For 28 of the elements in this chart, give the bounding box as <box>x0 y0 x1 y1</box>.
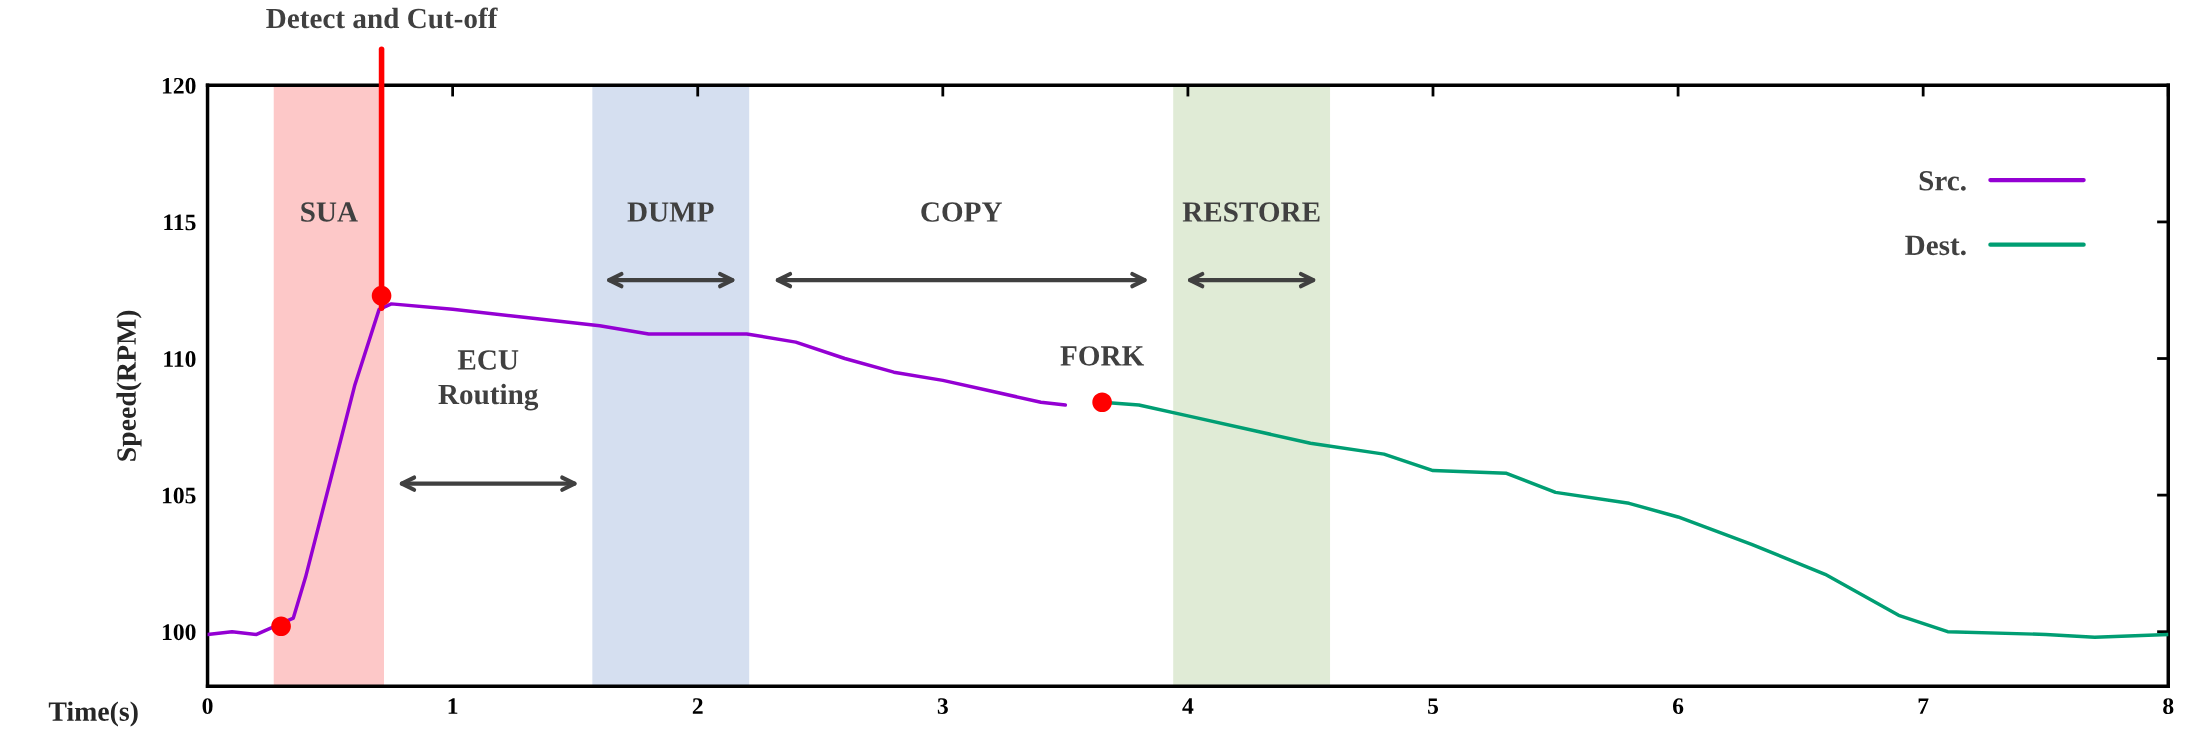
legend-label: Src. <box>1919 171 1966 191</box>
x-tick-label: 8 <box>2163 698 2174 715</box>
x-tick-label: 1 <box>448 698 458 714</box>
annotation: ECU Routing <box>438 350 539 411</box>
y-tick-label: 110 <box>164 351 196 367</box>
y-tick-label: 120 <box>162 77 196 94</box>
band-label: RESTORE <box>1182 202 1320 222</box>
y-tick-label: 105 <box>162 487 196 504</box>
x-tick-label: 3 <box>937 698 948 715</box>
legend-label: Dest. <box>1905 235 1966 256</box>
annotation: FORK <box>1060 346 1145 366</box>
x-tick-label: 2 <box>692 698 703 714</box>
point <box>371 285 392 306</box>
x-tick-label: 6 <box>1672 698 1684 715</box>
band-label: SUA <box>301 202 358 222</box>
x-tick-label: 0 <box>202 698 213 715</box>
band-label: DUMP <box>627 202 714 222</box>
y-axis-title: Speed(RPM) <box>116 310 142 461</box>
annotation: COPY <box>921 202 1002 222</box>
x-tick-label: 7 <box>1918 698 1929 714</box>
x-tick-label: 5 <box>1428 698 1439 715</box>
y-tick-label: 100 <box>162 624 196 641</box>
point <box>1092 392 1112 413</box>
x-tick-label: 4 <box>1182 698 1194 714</box>
ref-line-label: Detect and Cut-off <box>266 7 498 29</box>
y-tick-label: 115 <box>164 214 196 231</box>
point <box>271 616 291 637</box>
x-axis-title: Time(s) <box>48 701 138 727</box>
